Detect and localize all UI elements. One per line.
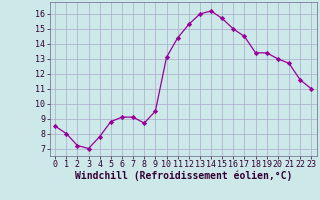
X-axis label: Windchill (Refroidissement éolien,°C): Windchill (Refroidissement éolien,°C) — [75, 171, 292, 181]
